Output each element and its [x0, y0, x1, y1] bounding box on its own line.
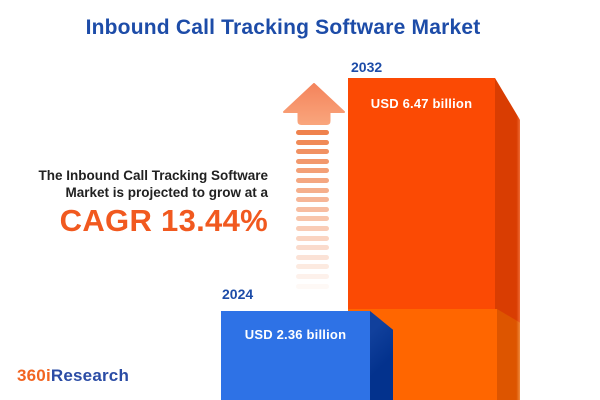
arrow-dash [296, 139, 329, 145]
bar-2024-value-label: USD 2.36 billion [244, 327, 347, 342]
arrow-dash [296, 197, 329, 203]
arrow-dash [296, 245, 329, 251]
arrow-dash [296, 177, 329, 183]
arrow-dash [296, 187, 329, 193]
arrow-dash [296, 216, 329, 222]
arrow-dash [296, 264, 329, 270]
page-title: Inbound Call Tracking Software Market [85, 16, 481, 39]
bar-2024-side-face [370, 311, 393, 400]
logo-360i-text: 360i [17, 366, 51, 385]
growth-note-line1: The Inbound Call Tracking Software [38, 168, 268, 183]
bar-2032-year-label: 2032 [351, 59, 383, 75]
arrow-dash [296, 206, 329, 212]
arrow-dash [296, 225, 329, 231]
arrow-dash [296, 273, 329, 279]
arrow-dash [296, 158, 329, 164]
growth-arrow [283, 83, 345, 293]
arrow-dash [296, 149, 329, 155]
growth-note-line2: Market is projected to grow at a [65, 185, 268, 200]
arrow-dash [296, 254, 329, 260]
bar-2024-year-label: 2024 [222, 286, 254, 302]
bar-2032-value-label: USD 6.47 billion [370, 96, 473, 111]
arrow-dash [296, 235, 329, 241]
arrow-dash [296, 130, 329, 135]
arrow-dashes [296, 130, 329, 293]
arrow-dash [296, 168, 329, 174]
arrow-dash [296, 283, 329, 289]
logo-360iresearch: 360iResearch [17, 366, 129, 386]
logo-research-text: Research [50, 366, 130, 385]
bar-2024-front-face [221, 311, 370, 400]
arrow-up-icon [283, 83, 345, 125]
cagr-value: CAGR 13.44% [59, 203, 268, 238]
bar-2032-base-side-face [497, 309, 520, 400]
growth-note: The Inbound Call Tracking Software Marke… [0, 167, 268, 238]
